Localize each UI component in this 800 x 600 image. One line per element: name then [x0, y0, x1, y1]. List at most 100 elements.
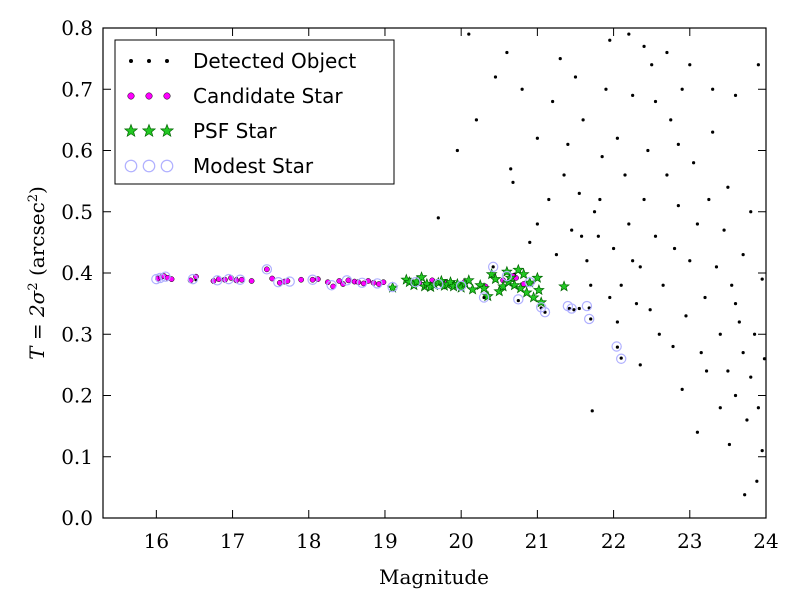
data-point	[646, 148, 650, 153]
data-point	[485, 268, 498, 280]
legend-label: Candidate Star	[193, 84, 343, 108]
data-point	[501, 270, 513, 282]
y-axis-title: T = 2σ2 (arcsec2)	[25, 186, 49, 360]
data-point	[755, 479, 759, 483]
data-point	[711, 130, 715, 134]
data-point	[589, 317, 593, 321]
legend-marker	[159, 123, 175, 138]
data-point	[619, 283, 623, 287]
data-point	[567, 306, 571, 311]
data-point	[616, 353, 627, 364]
data-point	[722, 228, 726, 232]
data-point	[642, 44, 646, 48]
data-point	[749, 375, 753, 379]
legend-label: Detected Object	[193, 49, 356, 73]
data-point	[657, 332, 661, 336]
y-tick-label: 0.1	[61, 445, 93, 469]
data-point	[466, 283, 479, 295]
data-point	[520, 286, 533, 298]
plot-frame	[102, 27, 767, 519]
data-point	[520, 87, 524, 91]
data-point	[684, 314, 688, 318]
data-point	[688, 63, 692, 67]
data-point	[608, 295, 612, 300]
data-point	[611, 246, 616, 251]
data-point	[703, 295, 707, 300]
data-point	[527, 291, 540, 303]
legend-label: Modest Star	[193, 154, 314, 178]
data-point	[558, 280, 570, 292]
data-point	[584, 313, 595, 325]
data-point	[672, 246, 677, 251]
data-point	[642, 197, 646, 202]
data-point	[487, 261, 499, 273]
data-point	[516, 298, 520, 303]
data-point	[585, 259, 589, 263]
data-point	[212, 275, 223, 286]
data-point	[539, 307, 551, 318]
data-point	[638, 363, 642, 367]
data-point	[579, 234, 584, 238]
data-point	[704, 369, 709, 373]
data-point	[489, 272, 502, 285]
series-2	[386, 263, 570, 308]
data-point	[615, 136, 619, 140]
data-point	[493, 75, 498, 79]
data-point	[611, 341, 622, 352]
data-point	[478, 292, 490, 303]
data-point	[326, 280, 337, 291]
data-point	[263, 266, 270, 273]
y-tick-label: 0.8	[61, 16, 93, 40]
data-point	[307, 274, 318, 285]
data-point	[745, 418, 749, 422]
data-point	[718, 406, 722, 410]
data-point	[410, 276, 421, 288]
data-point	[474, 118, 479, 122]
data-point	[600, 155, 604, 159]
data-point	[596, 234, 600, 238]
data-point	[345, 277, 352, 284]
data-point	[533, 283, 545, 296]
data-point	[524, 276, 535, 288]
data-point	[577, 191, 581, 195]
data-point	[650, 63, 654, 67]
data-point	[478, 282, 490, 294]
data-point	[551, 99, 555, 104]
data-point	[752, 332, 757, 336]
data-point	[356, 277, 368, 288]
data-point	[238, 276, 245, 283]
data-point	[444, 276, 457, 288]
data-point	[590, 409, 594, 413]
data-point	[661, 283, 665, 287]
data-point	[570, 228, 574, 232]
data-point	[187, 273, 199, 285]
data-point	[733, 393, 738, 398]
y-tick-label: 0.5	[61, 200, 93, 224]
data-point	[566, 142, 570, 146]
data-point	[604, 87, 608, 91]
x-tick-label: 17	[220, 529, 245, 553]
data-point	[676, 142, 680, 146]
data-point	[387, 281, 398, 293]
data-point	[665, 173, 669, 177]
x-tick-label: 18	[296, 529, 321, 553]
data-point	[714, 265, 719, 269]
data-point	[261, 264, 273, 275]
data-point	[695, 430, 700, 434]
x-tick-label: 21	[525, 529, 550, 553]
data-point	[581, 118, 585, 122]
data-point	[707, 197, 711, 202]
series-3	[151, 261, 627, 364]
x-tick-label: 19	[372, 529, 397, 553]
data-point	[615, 345, 619, 349]
data-point	[493, 285, 506, 297]
data-point	[760, 277, 764, 281]
data-point	[436, 216, 440, 220]
data-point	[508, 279, 521, 291]
data-point	[562, 173, 566, 177]
legend-entry: Candidate Star	[127, 84, 343, 108]
y-tick-label: 0.0	[61, 506, 93, 530]
data-point	[248, 278, 255, 284]
legend-marker	[123, 123, 139, 138]
